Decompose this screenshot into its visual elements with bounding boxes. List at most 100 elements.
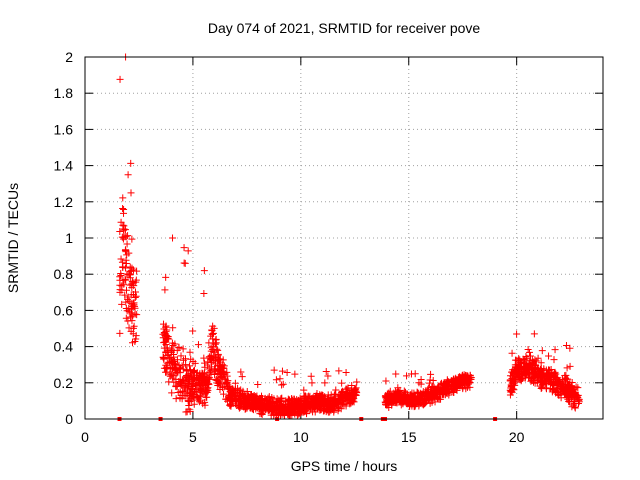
x-tick-label: 0 xyxy=(81,429,89,445)
chart-title: Day 074 of 2021, SRMTID for receiver pov… xyxy=(208,20,481,36)
data-point xyxy=(539,370,547,378)
data-point xyxy=(214,366,222,374)
data-point xyxy=(119,221,127,229)
data-point xyxy=(539,379,547,387)
data-point xyxy=(276,375,284,383)
data-point xyxy=(237,368,245,376)
data-point xyxy=(414,394,422,402)
y-tick-label: 1.4 xyxy=(54,158,74,174)
data-point xyxy=(389,397,397,405)
data-point xyxy=(226,385,234,393)
data-point xyxy=(524,346,532,354)
data-point xyxy=(308,379,316,387)
data-point xyxy=(343,391,351,399)
data-point xyxy=(411,370,419,378)
data-point xyxy=(194,376,202,384)
data-point xyxy=(320,407,328,415)
grid-lines xyxy=(85,57,603,419)
data-point xyxy=(247,404,255,412)
data-point xyxy=(248,393,256,401)
data-point xyxy=(346,394,354,402)
data-point xyxy=(559,388,567,396)
data-point xyxy=(350,390,358,398)
data-point xyxy=(300,386,308,394)
data-point xyxy=(562,374,570,382)
data-point xyxy=(202,376,210,384)
data-point xyxy=(558,375,566,383)
data-point xyxy=(245,398,253,406)
data-point xyxy=(183,366,191,374)
data-point xyxy=(209,342,217,350)
data-point xyxy=(195,398,203,406)
data-point xyxy=(516,372,524,380)
data-point xyxy=(510,386,518,394)
data-point xyxy=(116,273,124,281)
data-point xyxy=(119,194,127,202)
data-point xyxy=(324,372,332,380)
data-point xyxy=(338,400,346,408)
data-point xyxy=(264,406,272,414)
data-point xyxy=(349,395,357,403)
data-point xyxy=(166,354,174,362)
data-point xyxy=(551,368,559,376)
data-point xyxy=(534,354,542,362)
data-point xyxy=(217,381,225,389)
data-point xyxy=(216,355,224,363)
data-point xyxy=(305,401,313,409)
data-point xyxy=(182,361,190,369)
data-point xyxy=(223,379,231,387)
data-point xyxy=(552,378,560,386)
data-point xyxy=(334,403,342,411)
data-point xyxy=(535,369,543,377)
data-point xyxy=(122,256,130,264)
data-point xyxy=(187,370,195,378)
x-tick-label: 10 xyxy=(293,429,309,445)
data-point xyxy=(120,205,128,213)
data-point xyxy=(517,375,525,383)
data-point xyxy=(538,347,546,355)
data-point xyxy=(510,372,518,380)
data-point xyxy=(125,324,133,332)
data-point xyxy=(527,363,535,371)
data-point xyxy=(214,346,222,354)
data-point xyxy=(120,280,128,288)
data-point xyxy=(169,324,177,332)
data-point xyxy=(201,386,209,394)
data-point xyxy=(124,271,132,279)
y-tick-label: 0.8 xyxy=(54,266,74,282)
data-point xyxy=(120,222,128,230)
y-tick-label: 0.6 xyxy=(54,302,74,318)
data-point xyxy=(574,399,582,407)
data-point xyxy=(298,405,306,413)
data-point xyxy=(118,286,126,294)
data-point xyxy=(564,386,572,394)
data-point xyxy=(227,402,235,410)
data-point xyxy=(177,380,185,388)
data-point xyxy=(122,298,130,306)
data-point xyxy=(117,218,125,226)
data-point xyxy=(415,379,423,387)
data-point xyxy=(307,372,315,380)
data-point xyxy=(133,311,141,319)
axis-ticks: 00.20.40.60.811.21.41.61.820 5 10 15 20 xyxy=(54,49,603,445)
data-point xyxy=(186,362,194,370)
data-point xyxy=(328,398,336,406)
data-point xyxy=(169,363,177,371)
data-point xyxy=(329,400,337,408)
y-tick-label: 1 xyxy=(65,230,73,246)
data-point xyxy=(206,368,214,376)
data-point xyxy=(238,373,246,381)
data-point xyxy=(131,288,139,296)
data-point xyxy=(124,171,132,179)
data-point xyxy=(186,348,194,356)
data-point xyxy=(286,396,294,404)
data-point xyxy=(553,379,561,387)
plot-frame xyxy=(84,56,604,420)
data-point xyxy=(213,379,221,387)
data-point xyxy=(117,270,125,278)
data-point xyxy=(564,392,572,400)
data-point xyxy=(213,345,221,353)
data-point xyxy=(574,384,582,392)
data-points xyxy=(116,53,583,421)
